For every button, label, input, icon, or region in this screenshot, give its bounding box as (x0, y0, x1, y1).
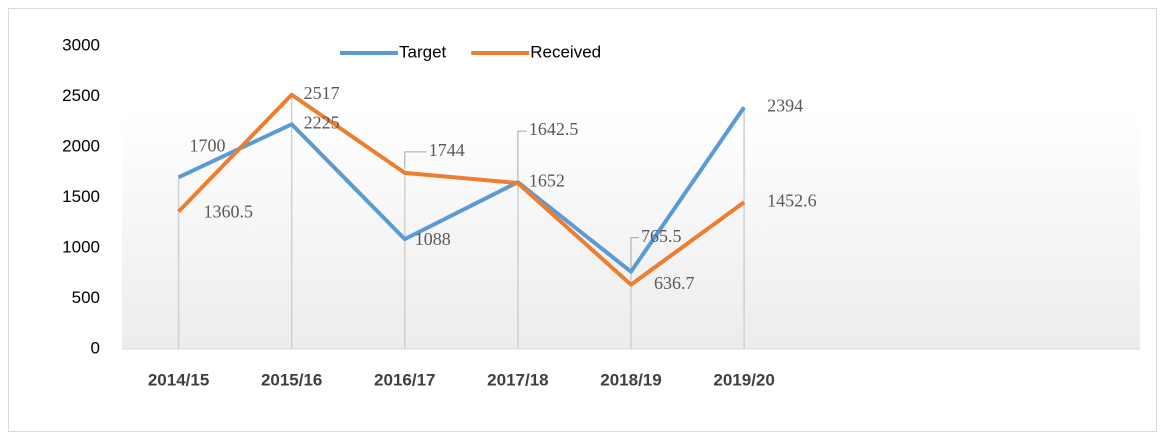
y-tick-label: 2500 (62, 86, 100, 105)
y-tick-label: 0 (91, 338, 100, 357)
data-label: 1088 (415, 229, 451, 249)
x-tick-label: 2018/19 (600, 370, 661, 389)
y-tick-label: 1500 (62, 187, 100, 206)
data-label: 1744 (429, 140, 465, 160)
data-label: 1652 (529, 170, 565, 190)
data-label: 765.5 (641, 226, 682, 246)
x-tick-label: 2019/20 (713, 370, 774, 389)
data-label: 1360.5 (204, 202, 254, 222)
data-label: 1452.6 (767, 190, 817, 210)
leader-line (517, 130, 527, 180)
data-label: 1700 (190, 135, 226, 155)
series-line (177, 92, 746, 287)
data-label: 2225 (304, 112, 340, 132)
y-tick-label: 3000 (62, 35, 100, 54)
y-tick-label: 500 (72, 288, 100, 307)
legend-label: Received (530, 42, 601, 61)
data-label: 636.7 (654, 273, 695, 293)
y-tick-label: 1000 (62, 237, 100, 256)
leader-line (630, 237, 639, 268)
series-line (177, 106, 746, 274)
data-label: 2394 (767, 95, 803, 115)
y-tick-label: 2000 (62, 136, 100, 155)
x-tick-label: 2017/18 (487, 370, 548, 389)
x-tick-label: 2014/15 (148, 370, 209, 389)
data-label: 2517 (304, 83, 340, 103)
x-tick-label: 2015/16 (261, 370, 322, 389)
legend-label: Target (399, 42, 447, 61)
data-label: 1642.5 (529, 119, 579, 139)
leader-line (404, 151, 427, 169)
x-tick-label: 2016/17 (374, 370, 435, 389)
